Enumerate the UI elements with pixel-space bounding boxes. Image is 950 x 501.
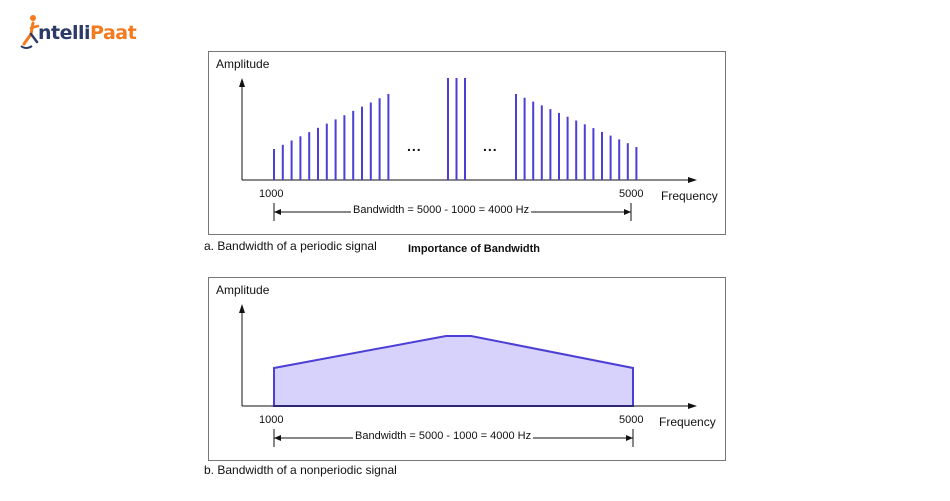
logo-text-part2: Paat (90, 22, 137, 44)
bandwidth-left-arrow-icon (274, 435, 281, 441)
spectral-lines (273, 78, 638, 180)
bandwidth-left-arrow-icon (274, 209, 281, 215)
x-end-label: 5000 (619, 188, 644, 200)
periodic-signal-diagram: Amplitude 1000 5000 Frequency Bandwidth … (208, 51, 726, 235)
y-axis-label: Amplitude (216, 57, 270, 71)
ellipsis-right: ... (483, 138, 498, 154)
x-axis-label: Frequency (659, 415, 716, 429)
caption-nonperiodic: b. Bandwidth of a nonperiodic signal (204, 463, 397, 477)
y-axis-arrow-icon (239, 304, 245, 313)
logo-wordmark: ntelliPaat (38, 22, 137, 44)
x-start-label: 1000 (259, 188, 284, 200)
y-axis-label: Amplitude (216, 283, 270, 297)
y-axis-arrow-icon (239, 78, 245, 87)
x-end-label: 5000 (619, 414, 644, 426)
ellipsis-left: ... (407, 138, 422, 154)
bandwidth-label: Bandwidth = 5000 - 1000 = 4000 Hz (351, 204, 532, 216)
x-axis-arrow-icon (688, 403, 697, 409)
x-axis-arrow-icon (688, 177, 697, 183)
bandwidth-right-arrow-icon (624, 209, 631, 215)
x-axis-label: Frequency (661, 189, 718, 203)
spectrum-area (273, 335, 634, 407)
nonperiodic-signal-svg (239, 304, 697, 447)
nonperiodic-signal-diagram: Amplitude 1000 5000 Frequency Bandwidth … (208, 277, 726, 461)
runner-logo-icon (20, 15, 40, 49)
page-title: Importance of Bandwidth (408, 243, 540, 255)
intellipaat-logo[interactable]: ntelliPaat (18, 14, 140, 52)
bandwidth-right-arrow-icon (626, 435, 633, 441)
periodic-signal-svg (239, 78, 697, 221)
x-start-label: 1000 (259, 414, 284, 426)
logo-text-part1: ntelli (38, 22, 91, 44)
caption-periodic: a. Bandwidth of a periodic signal (204, 239, 377, 253)
bandwidth-label: Bandwidth = 5000 - 1000 = 4000 Hz (353, 430, 534, 442)
